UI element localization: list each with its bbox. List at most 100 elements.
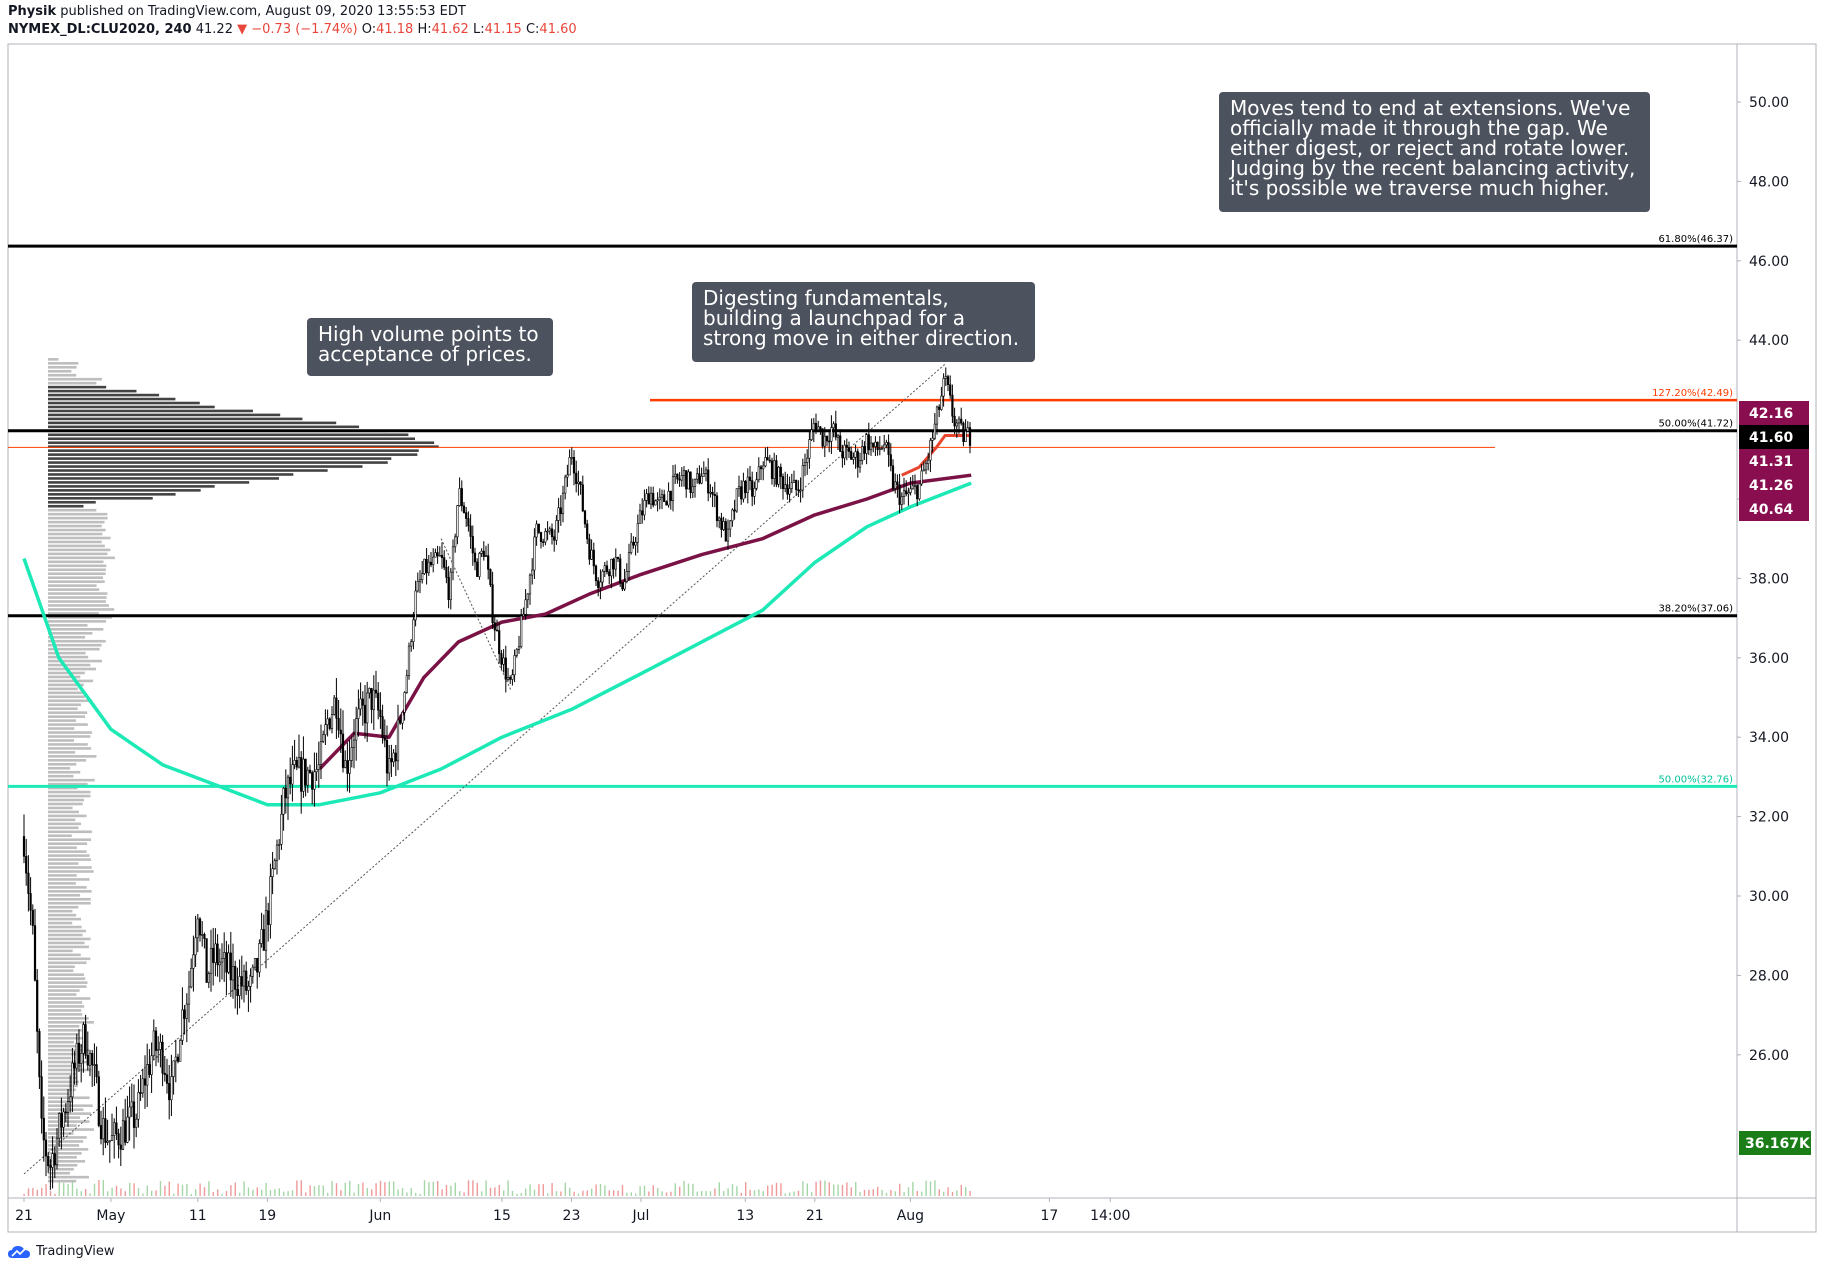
candle-body-13 [51,1153,54,1168]
profile-row [48,1136,87,1139]
candle-body-276 [630,541,633,553]
candle-body-377 [852,456,855,460]
candle-body-57 [148,1064,151,1075]
volume-bar-212 [489,1187,492,1196]
candle-body-80 [198,918,202,936]
candle-body-110 [264,910,268,951]
profile-row [48,381,97,385]
candle-body-365 [825,435,829,442]
volume-bar-102 [247,1187,250,1196]
candle-body-370 [836,435,840,438]
candle-body-203 [469,525,472,537]
candle-body-220 [506,677,510,680]
volume-bar-252 [577,1193,580,1196]
profile-row [48,711,88,714]
volume-bar-18 [63,1182,65,1196]
profile-row [48,886,87,889]
candle-body-427 [962,422,965,442]
profile-row [48,1068,92,1072]
volume-bar-136 [322,1185,324,1196]
profile-row [48,600,106,603]
volume-bar-392 [885,1192,888,1196]
author-name[interactable]: Physik [8,4,57,19]
candle-body-373 [843,444,846,459]
candle-body-42 [115,1122,118,1134]
candle-body-406 [916,485,919,500]
profile-row [48,616,113,619]
candle-body-199 [460,488,463,507]
candle-body-202 [467,518,470,527]
candle-body-132 [313,771,316,790]
profile-row [48,687,78,691]
profile-row [48,564,107,568]
candle-body-165 [385,739,389,774]
profile-row [48,524,102,528]
candle-body-266 [608,571,611,577]
price-badge-label-0: 42.16 [1749,406,1793,422]
profile-row [48,739,75,742]
profile-row [48,417,303,421]
close-value: 41.60 [539,22,577,37]
candle-body-0 [22,836,26,857]
profile-row [48,830,92,834]
candle-body-130 [308,769,312,773]
profile-row [48,806,73,810]
candle-body-392 [885,442,888,446]
volume-bar-128 [305,1192,307,1196]
profile-row [48,1092,70,1096]
candle-body-158 [370,688,373,710]
candle-body-379 [856,451,859,468]
tradingview-footer[interactable]: TradingView [8,1244,115,1259]
candle-body-93 [227,952,230,973]
volume-bar-120 [287,1191,289,1196]
y-tick-label-7: 48.00 [1749,174,1789,190]
profile-row [48,1163,78,1167]
volume-bar-270 [617,1190,619,1196]
volume-bar-138 [327,1192,329,1196]
profile-row [48,635,86,639]
profile-row [48,1179,77,1183]
volume-bar-428 [965,1187,967,1196]
volume-bar-54 [142,1193,144,1196]
profile-row [48,890,92,893]
candle-body-384 [867,434,870,451]
profile-row [48,365,77,369]
volume-bar-202 [467,1180,470,1196]
candle-body-314 [713,494,716,497]
fib-label-2: 50.00%(41.72) [1658,419,1733,430]
candle-body-151 [355,718,358,741]
candle-body-253 [579,481,582,486]
volume-bar-74 [186,1183,188,1196]
profile-row [48,794,91,798]
volume-bar-216 [498,1184,500,1196]
candle-body-183 [425,558,428,573]
candle-body-212 [489,569,492,585]
candle-body-229 [526,593,529,601]
profile-row [48,433,409,437]
volume-bar-48 [129,1182,131,1196]
candle-body-228 [524,599,527,615]
candle-body-323 [733,509,736,512]
candle-body-404 [911,485,914,490]
profile-row [48,457,392,460]
candle-body-227 [522,613,525,617]
volume-bar-62 [159,1181,162,1196]
profile-row [48,1096,90,1100]
candle-body-102 [247,986,250,991]
candle-body-356 [806,457,809,463]
candle-body-188 [436,552,439,557]
candle-body-273 [623,581,626,590]
footer-brand: TradingView [36,1244,115,1259]
volume-bar-92 [225,1191,228,1196]
volume-bar-418 [943,1191,945,1196]
symbol-name[interactable]: NYMEX_DL:CLU2020, 240 [8,22,192,37]
volume-bar-324 [736,1186,738,1196]
candle-body-354 [801,465,804,491]
candle-body-258 [590,549,593,560]
candle-body-79 [196,918,199,939]
volume-bar-272 [621,1184,624,1196]
volume-bar-242 [555,1191,558,1196]
candle-body-420 [946,376,950,385]
volume-bar-368 [833,1184,835,1196]
